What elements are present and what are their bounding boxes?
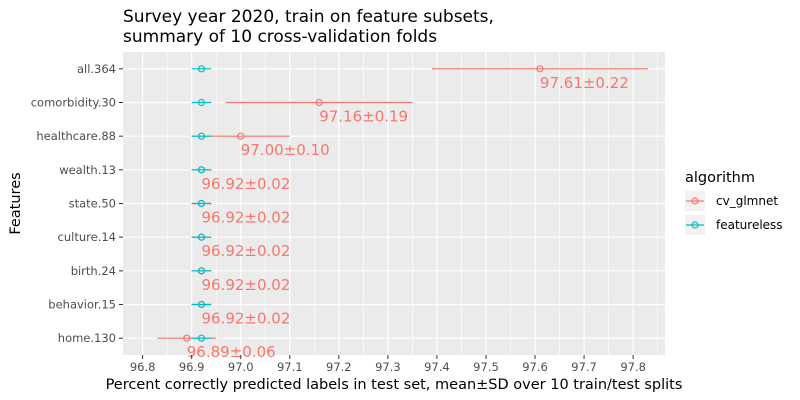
featureless-point — [197, 132, 206, 140]
data-label: 96.92±0.02 — [201, 242, 290, 260]
legend-title: algorithm — [685, 170, 755, 186]
x-tick-label: 97.4 — [424, 360, 450, 374]
y-tick-label: all.364 — [77, 62, 116, 76]
featureless-point — [197, 300, 206, 309]
featureless-point — [197, 267, 206, 275]
chart-title: Survey year 2020, train on feature subse… — [123, 7, 494, 47]
x-tick-label: 97.1 — [277, 360, 303, 374]
featureless-point — [197, 166, 206, 174]
cv-glmnet-point — [315, 98, 323, 107]
x-tick-label: 97.0 — [228, 360, 254, 374]
legend-key-point — [691, 197, 699, 205]
y-tick-label: behavior.15 — [48, 298, 116, 312]
y-tick-label: comorbidity.30 — [31, 96, 116, 110]
x-tick-label: 96.8 — [130, 360, 156, 374]
data-label: 97.00±0.10 — [241, 141, 330, 159]
x-tick-label: 97.7 — [571, 360, 597, 374]
y-tick-label: state.50 — [69, 197, 116, 211]
x-tick-label: 97.8 — [620, 360, 646, 374]
featureless-point — [197, 98, 206, 107]
x-axis-title: Percent correctly predicted labels in te… — [106, 377, 683, 393]
y-tick-label: healthcare.88 — [36, 129, 116, 143]
data-label: 96.89±0.06 — [187, 343, 276, 361]
chart-title-line-1: Survey year 2020, train on feature subse… — [123, 7, 494, 27]
featureless-point — [197, 65, 206, 73]
legend: algorithm cv_glmnet featureless — [685, 170, 783, 235]
data-label: 96.92±0.02 — [201, 276, 290, 294]
featureless-point — [197, 334, 206, 342]
x-tick-label: 97.3 — [375, 360, 401, 374]
featureless-point — [197, 199, 206, 208]
y-tick-label: culture.14 — [58, 230, 116, 244]
data-label: 96.92±0.02 — [201, 310, 290, 328]
x-tick-label: 97.6 — [522, 360, 548, 374]
featureless-point — [197, 233, 206, 241]
y-tick-label: wealth.13 — [59, 163, 116, 177]
cv-glmnet-point — [536, 65, 544, 73]
y-axis-title: Features — [8, 172, 24, 234]
x-tick-label: 96.9 — [179, 360, 205, 374]
legend-key-point — [691, 221, 699, 229]
y-tick-label: home.130 — [58, 331, 116, 345]
data-label: 96.92±0.02 — [201, 175, 290, 193]
cv-glmnet-point — [237, 132, 245, 140]
legend-label: cv_glmnet — [716, 194, 778, 208]
cv-glmnet-point — [183, 334, 191, 342]
x-axis: 96.8 96.9 97.0 97.1 97.2 97.3 97.4 97.5 97.6 97.7… — [130, 355, 646, 374]
y-tick-label: birth.24 — [71, 264, 116, 278]
y-axis: all.364 comorbidity.30 healthcare.88 wealth… — [31, 62, 123, 345]
x-tick-label: 97.2 — [326, 360, 352, 374]
x-tick-label: 97.5 — [473, 360, 499, 374]
legend-label: featureless — [716, 218, 783, 232]
data-label: 96.92±0.02 — [201, 209, 290, 227]
data-label: 97.16±0.19 — [319, 108, 408, 126]
chart-title-line-2: summary of 10 cross-validation folds — [123, 27, 437, 47]
data-label: 97.61±0.22 — [540, 74, 629, 92]
data-marks: 97.61±0.22 97.16±0.19 97.00±0.10 96.92±0.02… — [157, 65, 648, 361]
